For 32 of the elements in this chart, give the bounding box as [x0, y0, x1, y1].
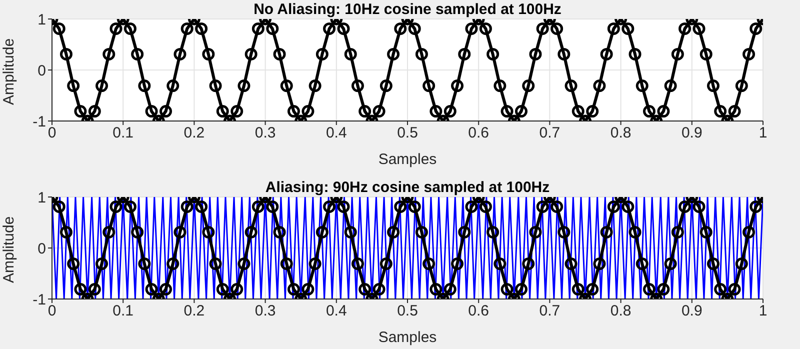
x-tick-label: 0.8: [610, 124, 632, 142]
y-axis-title: Amplitude: [0, 38, 18, 105]
x-tick-label: 0.5: [397, 124, 418, 142]
y-tick-label: -1: [32, 113, 46, 130]
chart-title: No Aliasing: 10Hz cosine sampled at 100Hz: [252, 1, 562, 18]
y-tick-label: 0: [38, 240, 46, 258]
x-tick-label: 0.6: [468, 302, 490, 320]
x-tick-label: 0.3: [254, 124, 276, 142]
x-tick-label: 0.2: [184, 302, 205, 320]
x-tick-label: 0.4: [326, 124, 347, 142]
y-tick-label: 0: [38, 62, 46, 80]
x-tick-label: 0.9: [681, 302, 702, 320]
x-tick-label: 0.2: [184, 124, 205, 142]
y-axis-title: Amplitude: [0, 216, 18, 283]
x-tick-label: 0.4: [326, 302, 347, 320]
x-tick-label: 0.1: [112, 124, 134, 142]
x-tick-label: 0.1: [112, 302, 134, 320]
x-tick-label: 1: [758, 302, 768, 320]
x-tick-label: 0.6: [468, 124, 490, 142]
x-tick-label: 0.7: [539, 302, 560, 320]
y-tick-label: -1: [32, 291, 46, 308]
x-tick-label: 0.3: [254, 302, 276, 320]
x-tick-label: 0.7: [539, 124, 560, 142]
x-tick-label: 0.9: [681, 124, 702, 142]
x-tick-label: 0.8: [610, 302, 632, 320]
x-axis-title: Samples: [378, 329, 437, 346]
x-tick-label: 0.5: [397, 302, 418, 320]
y-tick-label: 1: [38, 11, 46, 28]
x-tick-label: 1: [758, 124, 768, 142]
x-axis-title: Samples: [378, 151, 437, 168]
chart-title: Aliasing: 90Hz cosine sampled at 100Hz: [264, 179, 551, 196]
y-tick-label: 1: [38, 189, 46, 206]
